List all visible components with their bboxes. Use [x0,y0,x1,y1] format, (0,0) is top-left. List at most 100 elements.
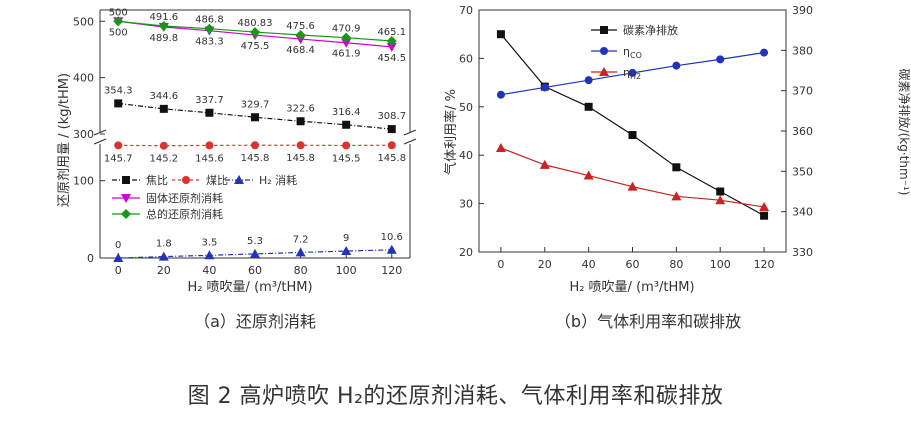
a-point-s2-1 [158,251,169,261]
a-legend-label-1: 煤比 [206,174,228,187]
a-data-label: 308.7 [377,111,406,122]
b-x-tick-label: 100 [710,258,731,271]
b-y-axis-label-left: 气体利用率/ % [443,89,459,175]
a-data-label: 316.4 [332,107,361,118]
a-legend-marker-4 [121,209,131,219]
a-data-label: 322.6 [286,103,315,114]
b-x-tick-label: 40 [582,258,596,271]
a-data-label: 465.1 [377,27,406,38]
b-point-s0-2 [584,102,593,111]
a-data-label: 145.6 [195,153,224,164]
a-x-tick-label: 80 [294,264,308,277]
a-legend-label-0: 焦比 [146,174,168,187]
b-point-s2-4 [671,191,682,201]
a-data-label: 5.3 [247,236,263,247]
b-y-tick-label-left: 50 [459,101,473,114]
a-point-s2-4 [295,247,306,257]
a-point-s0-2 [205,108,214,117]
a-data-label: 344.6 [150,91,179,102]
b-y-axis-label-right: 碳素净排放/(kg·thm⁻¹) [897,69,911,196]
a-point-s1-4 [296,141,305,150]
a-data-label: 483.3 [195,37,224,48]
a-x-tick-label: 40 [202,264,216,277]
a-point-s1-5 [342,141,351,150]
b-point-s2-3 [627,181,638,191]
b-y-tick-label-left: 20 [459,246,473,259]
a-point-s1-2 [205,141,214,150]
b-x-tick-label: 60 [626,258,640,271]
a-point-s0-5 [342,120,351,129]
a-data-label: 145.2 [150,154,179,165]
a-point-s4-5 [341,32,352,43]
b-legend-label-2: ηH2 [623,66,641,81]
a-point-s0-4 [296,117,305,126]
a-legend-label-4: 总的还原剂消耗 [146,207,223,221]
a-y-tick-label: 0 [87,252,94,265]
a-legend-label-2: H₂ 消耗 [259,173,297,187]
a-data-label: 500 [109,7,128,18]
a-point-s1-1 [159,141,168,150]
b-x-tick-label: 120 [754,258,775,271]
b-subtitle: （b）气体利用率和碳排放 [555,312,741,331]
a-point-s3-5 [341,38,352,48]
a-legend-marker-1 [182,176,190,184]
a-y-tick-label: 100 [73,175,94,188]
a-data-label: 145.8 [377,153,406,164]
a-break-mark-left [93,129,107,145]
b-y-tick-label-left: 40 [459,149,473,162]
b-y-tick-label-left: 60 [459,52,473,65]
a-data-label: 329.7 [241,99,270,110]
a-point-s2-2 [204,250,215,260]
b-point-s1-3 [628,68,637,77]
a-data-label: 461.9 [332,49,361,60]
a-x-axis-label: H₂ 喷吹量/ (m³/tHM) [187,280,312,295]
b-x-axis-label: H₂ 喷吹量/ (m³/tHM) [569,280,694,295]
a-point-s0-3 [251,113,259,122]
b-plot-frame [478,9,787,253]
b-legend-marker-0 [600,26,608,34]
b-point-s2-1 [539,159,550,169]
a-point-s4-0 [113,16,124,27]
a-data-label: 9 [343,233,349,244]
a-legend-marker-0 [122,176,130,184]
a-data-label: 145.7 [104,153,133,164]
a-legend-marker-3 [121,194,131,203]
a-break-mark-right [403,129,417,145]
a-point-s0-1 [159,104,168,113]
b-y-tick-label-right: 390 [792,4,813,17]
a-point-s0-6 [387,125,396,134]
b-point-s0-6 [760,211,769,220]
a-subtitle: （a）还原剂消耗 [194,312,316,331]
b-point-s1-6 [760,48,769,57]
a-data-label: 10.6 [381,232,403,243]
a-data-label: 491.6 [150,12,179,23]
b-legend-label-0: 碳素净排放 [623,23,678,37]
b-legend-marker-2 [599,67,609,76]
b-point-s0-4 [672,163,681,172]
a-data-label: 470.9 [332,24,361,35]
b-x-tick-label: 20 [538,258,552,271]
b-x-tick-label: 0 [497,258,504,271]
a-data-label: 475.6 [286,21,315,32]
a-point-s4-4 [295,30,306,41]
b-y-tick-label-left: 30 [459,198,473,211]
b-point-s2-5 [715,195,726,205]
a-data-label: 489.8 [150,33,179,44]
b-point-s0-0 [496,30,505,39]
a-point-s2-0 [113,253,124,262]
a-point-s1-6 [387,141,396,150]
a-legend-marker-2 [234,175,244,184]
b-y-tick-label-left: 70 [459,4,473,17]
b-point-s2-6 [759,201,770,211]
a-point-s2-5 [341,246,352,256]
a-data-label: 3.5 [201,237,217,248]
a-x-tick-label: 100 [336,264,357,277]
b-point-s1-1 [540,83,549,92]
a-data-label: 454.5 [377,53,406,64]
a-y-tick-label: 500 [73,15,94,28]
a-y-tick-label: 400 [73,72,94,85]
a-data-label: 145.8 [286,153,315,164]
a-point-s2-3 [250,248,260,258]
a-data-label: 354.3 [104,85,133,96]
a-data-label: 468.4 [286,45,315,56]
